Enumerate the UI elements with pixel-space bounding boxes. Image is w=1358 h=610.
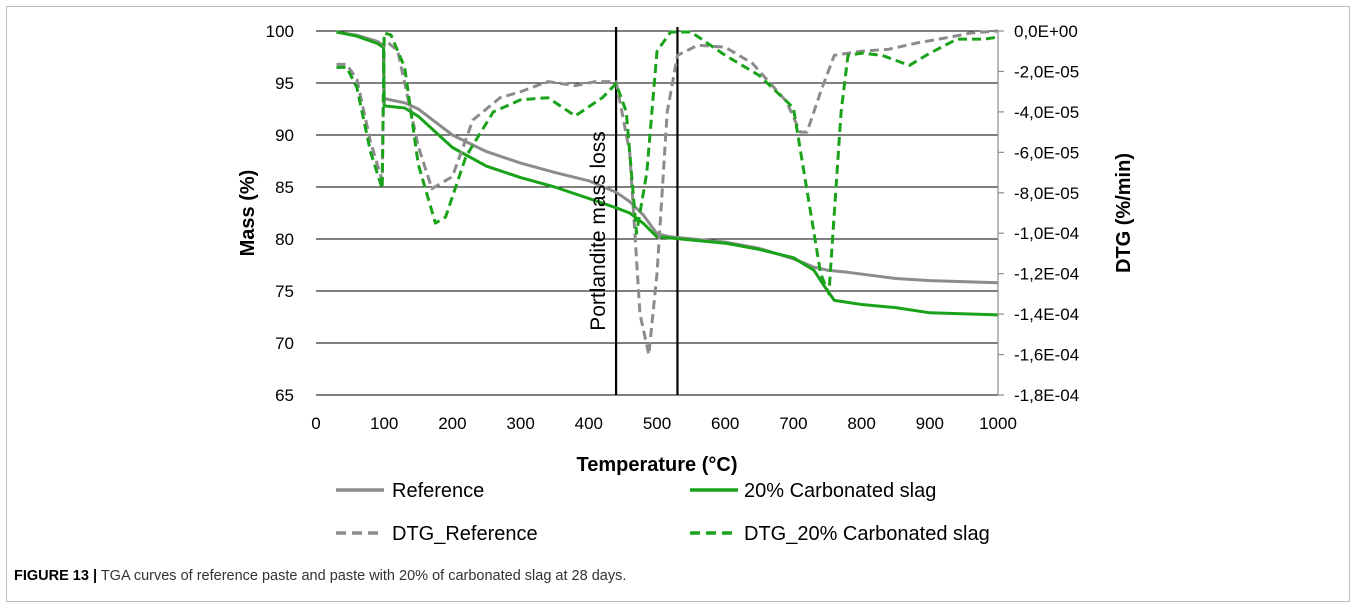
y-tick-70: 70 xyxy=(275,334,294,353)
series-line-0 xyxy=(336,30,999,285)
y2-tick-1: -1,6E-04 xyxy=(1014,346,1079,365)
y-tick-75: 75 xyxy=(275,282,294,301)
x-tick-500: 500 xyxy=(643,414,671,433)
y-tick-85: 85 xyxy=(275,178,294,197)
x-tick-600: 600 xyxy=(711,414,739,433)
x-tick-700: 700 xyxy=(779,414,807,433)
legend-label-dtg-carbonated: DTG_20% Carbonated slag xyxy=(744,523,990,545)
caption-label: FIGURE 13 | xyxy=(14,568,98,584)
x-tick-100: 100 xyxy=(370,414,398,433)
y-tick-100: 100 xyxy=(266,22,294,41)
x-axis-title: Temperature (°C) xyxy=(577,454,738,476)
legend-label-reference: Reference xyxy=(392,480,484,502)
y-axis-title: Mass (%) xyxy=(237,170,259,257)
y-tick-90: 90 xyxy=(275,126,294,145)
tick-labels: 0 100 200 300 400 500 600 700 800 900 1000 65 70 75 80… xyxy=(266,22,1080,433)
y-tick-95: 95 xyxy=(275,74,294,93)
y2-tick-2: -1,4E-04 xyxy=(1014,305,1079,324)
x-tick-400: 400 xyxy=(575,414,603,433)
y2-tick-4: -1,0E-04 xyxy=(1014,224,1079,243)
y-tick-65: 65 xyxy=(275,386,294,405)
figure-caption: FIGURE 13 | TGA curves of reference past… xyxy=(14,568,1334,584)
y2-tick-9: 0,0E+00 xyxy=(1014,22,1078,41)
x-tick-1000: 1000 xyxy=(979,414,1017,433)
legend-label-carbonated: 20% Carbonated slag xyxy=(744,480,936,502)
caption-text: TGA curves of reference paste and paste … xyxy=(100,568,627,584)
y-tick-80: 80 xyxy=(275,230,294,249)
series-line-3 xyxy=(336,30,999,296)
y2-tick-7: -4,0E-05 xyxy=(1014,103,1079,122)
y2-tick-6: -6,0E-05 xyxy=(1014,143,1079,162)
gridlines xyxy=(316,30,998,396)
y2-tick-3: -1,2E-04 xyxy=(1014,265,1079,284)
series-line-1 xyxy=(336,30,999,317)
legend: Reference 20% Carbonated slag DTG_Refere… xyxy=(336,480,990,545)
y2-tick-8: -2,0E-05 xyxy=(1014,62,1079,81)
x-tick-900: 900 xyxy=(916,414,944,433)
portlandite-annotation: Portlandite mass loss xyxy=(587,131,610,331)
series-line-2 xyxy=(336,29,999,357)
x-tick-800: 800 xyxy=(847,414,875,433)
legend-label-dtg-reference: DTG_Reference xyxy=(392,523,538,545)
y2-tick-0: -1,8E-04 xyxy=(1014,386,1079,405)
axes xyxy=(997,30,1004,396)
x-tick-300: 300 xyxy=(506,414,534,433)
x-tick-0: 0 xyxy=(311,414,320,433)
series-layer xyxy=(336,29,999,357)
y2-axis-title: DTG (%/min) xyxy=(1113,153,1135,273)
y2-tick-5: -8,0E-05 xyxy=(1014,184,1079,203)
x-tick-200: 200 xyxy=(438,414,466,433)
